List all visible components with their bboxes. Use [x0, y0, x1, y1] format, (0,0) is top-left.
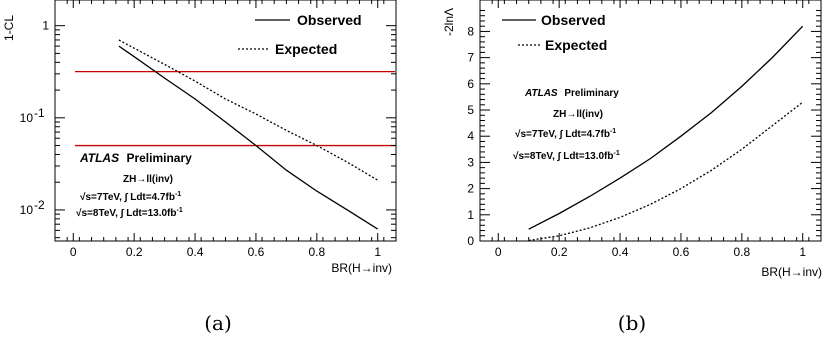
y-tick-label: 10 [20, 111, 34, 125]
lumi-7tev-b: √s=7TeV, ∫ Ldt=4.7fb [515, 129, 610, 140]
y-tick-label: 2 [467, 182, 474, 196]
caption-b: (b) [618, 311, 646, 335]
y-tick-exponent: -1 [34, 106, 45, 120]
lumi-7tev-exp-a: -1 [175, 191, 181, 198]
x-tick-label: 0 [495, 245, 502, 259]
x-axis-label-b: BR(H→inv) [761, 265, 822, 279]
x-tick-label: 0.8 [733, 245, 750, 259]
y-tick-label: 5 [467, 103, 474, 117]
annotation-b: ATLAS Preliminary ZH→ll(inv) √s=7TeV, ∫ … [513, 88, 620, 162]
process-label-a: ZH→ll(inv) [123, 174, 173, 185]
x-tick-label: 0.4 [187, 245, 204, 259]
svg-text:ATLAS Preliminary: ATLAS Preliminary [79, 151, 192, 165]
y-tick-label: 4 [467, 129, 474, 143]
y-tick-label: 7 [467, 51, 474, 65]
preliminary-label-b: Preliminary [564, 88, 619, 99]
plot-frame-b [479, 0, 822, 242]
y-tick-exponent: -2 [34, 198, 45, 212]
svg-text:√s=7TeV, ∫ Ldt=4.7fb-1: √s=7TeV, ∫ Ldt=4.7fb-1 [80, 191, 181, 203]
legend-label-expected-b: Expected [545, 37, 607, 53]
x-tick-label: 0.8 [308, 245, 325, 259]
lumi-8tev-exp-a: -1 [177, 207, 183, 214]
lumi-8tev-a: √s=8TeV, ∫ Ldt=13.0fb [76, 208, 177, 219]
series-line-expected [118, 39, 379, 181]
x-tick-label: 1 [799, 245, 806, 259]
x-tick-label: 1 [374, 245, 381, 259]
atlas-label-b: ATLAS [524, 88, 558, 99]
atlas-label-a: ATLAS [79, 151, 119, 165]
lumi-8tev-exp-b: -1 [614, 150, 620, 157]
legend-label-expected-a: Expected [275, 41, 337, 57]
panel-b: -2lnΛ BR(H→inv) 0 0.2 0.4 0.6 0.8 1 0 1 2 3 4 5 6 7 8… [442, 0, 822, 335]
y-tick-label: 10 [20, 203, 34, 217]
lumi-7tev-a: √s=7TeV, ∫ Ldt=4.7fb [80, 192, 175, 203]
caption-a: (a) [204, 311, 232, 335]
x-tick-label: 0.6 [248, 245, 265, 259]
legend-b: Observed Expected [502, 12, 607, 53]
x-tick-label: 0.2 [551, 245, 568, 259]
svg-text:√s=7TeV, ∫ Ldt=4.7fb-1: √s=7TeV, ∫ Ldt=4.7fb-1 [515, 128, 616, 140]
preliminary-label-a: Preliminary [126, 151, 192, 165]
series-line-expected [528, 101, 804, 242]
plot-frame-a [54, 0, 397, 242]
y-tick-label: 1 [467, 208, 474, 222]
y-tick-label: 8 [467, 24, 474, 38]
legend-label-observed-a: Observed [297, 12, 362, 28]
x-tick-label: 0.4 [612, 245, 629, 259]
y-axis-label-b: -2lnΛ [442, 8, 456, 36]
y-tick-label: 3 [467, 155, 474, 169]
series-line-observed [528, 25, 804, 230]
y-tick-label: 1 [42, 19, 49, 33]
svg-text:ATLAS Preliminary: ATLAS Preliminary [524, 88, 619, 99]
svg-text:√s=8TeV, ∫ Ldt=13.0fb-1: √s=8TeV, ∫ Ldt=13.0fb-1 [513, 150, 620, 162]
process-label-b: ZH→ll(inv) [553, 109, 603, 120]
x-tick-label: 0.6 [673, 245, 690, 259]
legend-label-observed-b: Observed [541, 12, 606, 28]
lumi-8tev-b: √s=8TeV, ∫ Ldt=13.0fb [513, 151, 614, 162]
annotation-a: ATLAS Preliminary ZH→ll(inv) √s=7TeV, ∫ … [76, 151, 192, 219]
panel-a: 1-CL BR(H→inv) 0 0.2 0.4 0.6 0.8 1 110-110-2 … [2, 0, 397, 335]
svg-text:√s=8TeV, ∫ Ldt=13.0fb-1: √s=8TeV, ∫ Ldt=13.0fb-1 [76, 207, 183, 219]
series-line-observed [118, 45, 379, 230]
x-axis-label-a: BR(H→inv) [331, 261, 392, 275]
y-tick-label: 0 [467, 234, 474, 248]
x-tick-label: 0.2 [126, 245, 143, 259]
y-tick-label: 6 [467, 77, 474, 91]
legend-a: Observed Expected [238, 12, 362, 57]
x-tick-label: 0 [70, 245, 77, 259]
y-axis-label-a: 1-CL [2, 15, 16, 41]
lumi-7tev-exp-b: -1 [610, 128, 616, 135]
